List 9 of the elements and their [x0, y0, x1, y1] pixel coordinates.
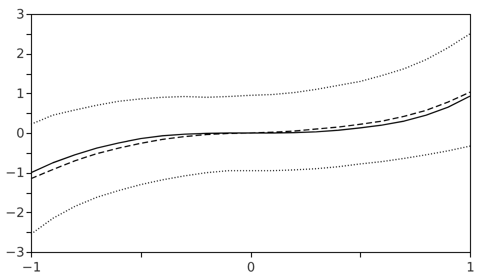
y-tick-label: −2	[5, 206, 24, 221]
y-tick-label: −3	[5, 246, 24, 260]
y-tick-label: 2	[16, 47, 24, 62]
x-tick-label: 1	[466, 260, 475, 276]
y-tick-label: 3	[16, 8, 24, 22]
y-tick-label: −1	[5, 166, 24, 182]
y-tick-label: 1	[16, 86, 24, 102]
y-tick-label: 0	[16, 126, 24, 142]
x-tick-label: 0	[246, 260, 256, 276]
